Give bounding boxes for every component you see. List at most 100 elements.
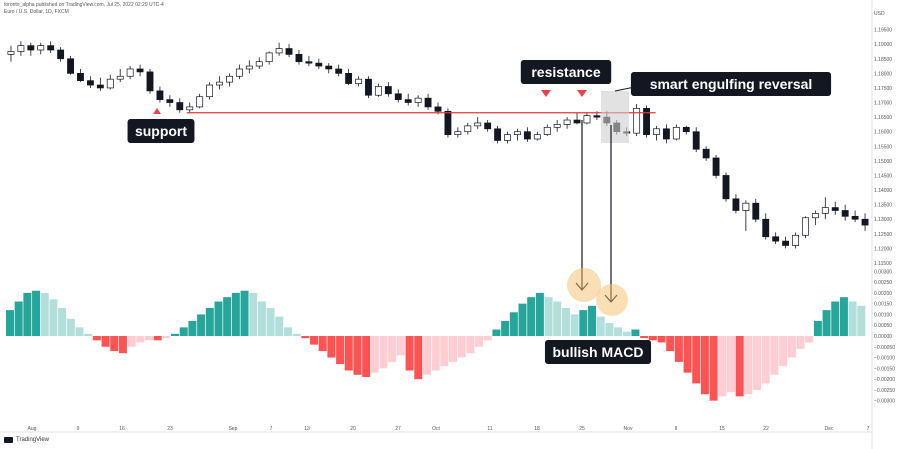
time-tick-label: 23 bbox=[167, 426, 173, 432]
time-tick-label: 7 bbox=[867, 426, 870, 432]
candle-body bbox=[96, 84, 104, 89]
macd-bar bbox=[188, 320, 197, 336]
candle-body bbox=[782, 240, 790, 246]
price-tick-label: 1.18000 bbox=[874, 71, 892, 77]
macd-bar bbox=[674, 336, 683, 362]
resistance-callout-box bbox=[520, 60, 612, 84]
candle-body bbox=[355, 78, 362, 84]
macd-bar bbox=[709, 336, 718, 401]
time-tick-label: Sep bbox=[229, 426, 238, 432]
macd-bar bbox=[483, 336, 492, 341]
macd-bar bbox=[475, 336, 484, 347]
candle-body bbox=[742, 202, 750, 211]
candle-body bbox=[27, 45, 35, 51]
macd-bar bbox=[692, 336, 701, 384]
candle-body bbox=[504, 134, 511, 141]
price-tick-label: 1.13500 bbox=[874, 203, 892, 209]
time-tick-label: 20 bbox=[350, 426, 356, 432]
candle-body bbox=[325, 65, 333, 70]
macd-bar bbox=[561, 307, 570, 336]
candle-body bbox=[633, 108, 641, 134]
macd-bar bbox=[518, 303, 527, 336]
price-tick-label: 1.14500 bbox=[874, 173, 892, 179]
candle-body bbox=[196, 96, 204, 108]
macd-bar bbox=[353, 336, 362, 375]
candle-body bbox=[136, 68, 144, 73]
candle-body bbox=[662, 128, 670, 140]
reversal-highlight bbox=[601, 91, 629, 143]
macd-bar bbox=[839, 297, 848, 336]
macd-bar bbox=[622, 331, 631, 336]
tradingview-logo-text: TradingView bbox=[16, 437, 50, 443]
macd-bar bbox=[144, 336, 153, 341]
macd-bar bbox=[700, 336, 709, 395]
macd-bar bbox=[431, 336, 440, 371]
price-tick-label: 1.12000 bbox=[874, 246, 892, 252]
candle-body bbox=[245, 65, 253, 70]
macd-bar bbox=[813, 320, 822, 336]
macd-bar bbox=[344, 336, 353, 371]
macd-bar bbox=[40, 292, 49, 336]
candle-body bbox=[424, 97, 432, 108]
candle-body bbox=[841, 210, 849, 217]
macd-bar bbox=[127, 336, 136, 347]
candle-body bbox=[831, 207, 839, 211]
macd-bar bbox=[6, 310, 14, 336]
candle-body bbox=[17, 45, 25, 52]
macd-bar bbox=[779, 336, 788, 367]
price-tick-label: 1.19000 bbox=[874, 42, 892, 48]
candle-body bbox=[374, 86, 382, 96]
macd-bar bbox=[283, 327, 292, 336]
candle-body bbox=[811, 213, 819, 219]
candle-body bbox=[762, 218, 770, 238]
time-tick-label: 27 bbox=[395, 426, 401, 432]
macd-bar bbox=[379, 336, 388, 369]
macd-bar bbox=[110, 336, 119, 352]
macd-bar bbox=[292, 333, 301, 336]
macd-bar bbox=[136, 336, 145, 343]
macd-bar bbox=[666, 336, 675, 352]
candle-body bbox=[792, 234, 799, 246]
candle-body bbox=[394, 93, 402, 100]
macd-tick-label: 0.00250 bbox=[874, 280, 892, 286]
macd-bar bbox=[727, 336, 736, 393]
time-tick-label: 11 bbox=[487, 426, 492, 432]
time-tick-label: 22 bbox=[763, 426, 769, 432]
candle-body bbox=[186, 106, 194, 111]
macd-bar bbox=[214, 301, 223, 336]
macd-bar bbox=[735, 336, 744, 397]
macd-bar bbox=[171, 333, 180, 336]
reversal-callout-text: smart engulfing reversal bbox=[650, 76, 813, 92]
macd-bar bbox=[118, 336, 127, 354]
macd-bar bbox=[58, 307, 67, 336]
price-axis-unit: USD bbox=[874, 11, 885, 17]
candle-body bbox=[563, 119, 571, 125]
macd-bar bbox=[75, 327, 84, 336]
macd-bar bbox=[509, 312, 518, 336]
candle-body bbox=[484, 122, 492, 130]
candle-body bbox=[335, 68, 343, 74]
macd-bar bbox=[605, 323, 614, 336]
macd-bar bbox=[362, 336, 371, 377]
price-tick-label: 1.17000 bbox=[874, 101, 892, 107]
macd-bar bbox=[553, 301, 562, 336]
macd-bar bbox=[770, 336, 779, 375]
macd-bar bbox=[796, 336, 805, 349]
macd-bar bbox=[614, 327, 623, 336]
time-tick-label: 7 bbox=[270, 426, 273, 432]
macd-tick-label: 0.00300 bbox=[874, 269, 892, 275]
time-tick-label: 9 bbox=[77, 426, 80, 432]
macd-bar bbox=[422, 336, 431, 375]
macd-tick-label: 0.00000 bbox=[874, 334, 892, 340]
candle-body bbox=[226, 75, 233, 83]
macd-tick-label: −0.00200 bbox=[874, 377, 895, 383]
macd-highlight-circle bbox=[596, 284, 628, 316]
candle-body bbox=[752, 202, 760, 220]
macd-bar bbox=[501, 320, 510, 336]
candle-body bbox=[365, 78, 372, 96]
candle-body bbox=[414, 97, 422, 103]
price-tick-label: 1.11500 bbox=[874, 261, 892, 267]
price-tick-label: 1.15000 bbox=[874, 159, 892, 165]
macd-bar bbox=[588, 305, 597, 336]
